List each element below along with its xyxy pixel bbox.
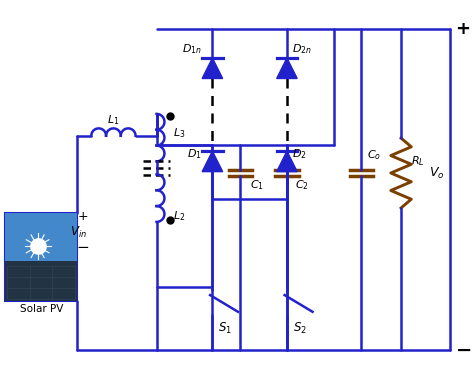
Text: $V_{in}$: $V_{in}$ [70, 225, 87, 240]
Text: $C_o$: $C_o$ [367, 148, 381, 162]
Bar [5, 212, 77, 261]
Text: $C_1$: $C_1$ [250, 178, 264, 192]
Text: $V_o$: $V_o$ [429, 165, 445, 181]
Text: $L_1$: $L_1$ [107, 113, 119, 126]
Text: $S_1$: $S_1$ [218, 321, 232, 337]
Text: Solar PV: Solar PV [19, 304, 63, 315]
Text: −: − [76, 240, 89, 255]
Bar [5, 261, 77, 301]
Text: $S_2$: $S_2$ [292, 321, 306, 337]
Polygon shape [277, 151, 297, 172]
Text: −: − [456, 340, 472, 359]
Text: $D_1$: $D_1$ [187, 147, 201, 160]
Polygon shape [202, 58, 223, 79]
Polygon shape [277, 58, 297, 79]
Text: +: + [78, 209, 88, 223]
Text: $D_{2n}$: $D_{2n}$ [292, 42, 311, 56]
Polygon shape [202, 151, 223, 172]
Text: $L_3$: $L_3$ [173, 126, 185, 140]
Text: $D_{1n}$: $D_{1n}$ [182, 42, 202, 56]
Text: $C_2$: $C_2$ [295, 178, 309, 192]
Text: $D_2$: $D_2$ [292, 147, 306, 160]
Text: +: + [456, 20, 471, 38]
Text: $L_2$: $L_2$ [173, 209, 185, 223]
Text: $R_L$: $R_L$ [411, 154, 425, 168]
Bar [5, 212, 77, 301]
